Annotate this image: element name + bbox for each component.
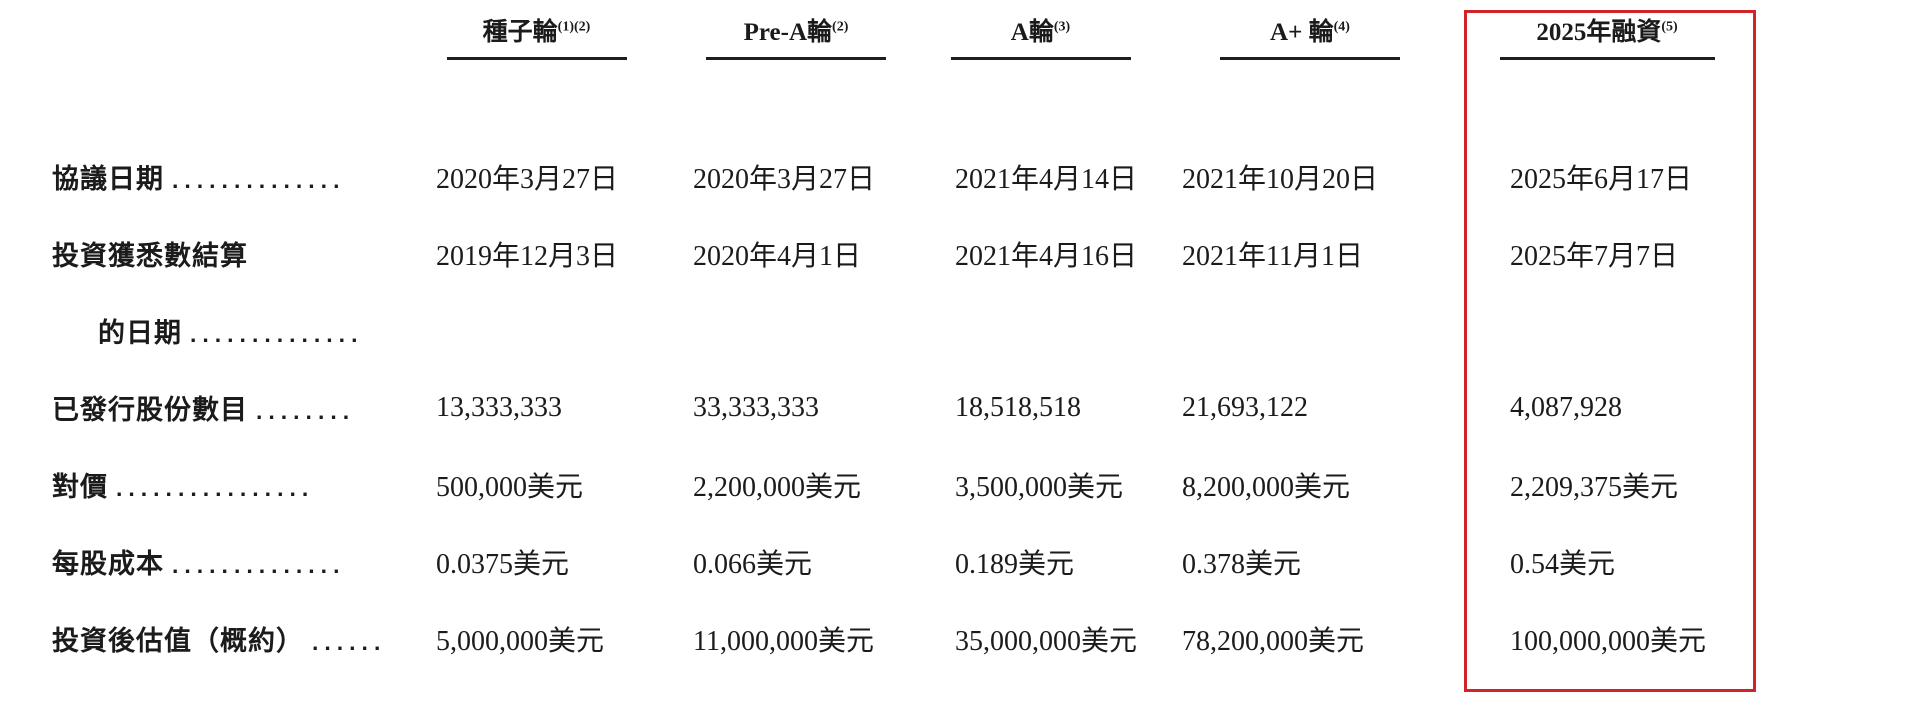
footnote-superscript: (3) xyxy=(1053,19,1071,35)
table-cell: 2025年6月17日 xyxy=(1510,163,1693,195)
column-header-label: A+ 輪 xyxy=(1270,19,1334,46)
table-cell: 5,000,000美元 xyxy=(436,625,605,657)
table-cell: 35,000,000美元 xyxy=(955,625,1138,657)
footnote-superscript: (5) xyxy=(1661,19,1678,35)
row-label: 的日期.............. xyxy=(98,318,364,348)
table-cell: 0.54美元 xyxy=(1510,548,1616,580)
table-row-shares-issued: 已發行股份數目........ 13,333,333 33,333,333 18… xyxy=(52,369,1919,446)
table-cell: 13,333,333 xyxy=(436,391,562,423)
header-spacer xyxy=(52,78,1919,138)
table-cell: 0.066美元 xyxy=(693,548,813,580)
footnote-superscript: (4) xyxy=(1333,19,1350,35)
table-cell: 2025年7月7日 xyxy=(1510,240,1679,272)
table-row-agreement-date: 協議日期.............. 2020年3月27日 2020年3月27日… xyxy=(52,138,1919,215)
table-cell: 2,209,375美元 xyxy=(1510,471,1679,503)
table-row-settlement-date: 投資獲悉數結算 2019年12月3日 2020年4月1日 2021年4月16日 … xyxy=(52,215,1919,292)
table-cell: 4,087,928 xyxy=(1510,391,1622,423)
leader-dots: ................ xyxy=(116,475,315,501)
table-row-cost-per-share: 每股成本.............. 0.0375美元 0.066美元 0.18… xyxy=(52,523,1919,600)
table-cell: 100,000,000美元 xyxy=(1510,625,1707,657)
table-row-settlement-date-continuation: 的日期.............. xyxy=(52,292,1919,369)
leader-dots: .............. xyxy=(172,167,346,193)
header-underline xyxy=(446,57,627,60)
leader-dots: ...... xyxy=(312,629,387,655)
table-cell: 0.0375美元 xyxy=(436,548,570,580)
table-header-row: 種子輪(1)(2) Pre-A輪(2) A輪(3) A+ 輪(4) 2025年融… xyxy=(52,0,1919,78)
table-cell: 18,518,518 xyxy=(955,391,1081,423)
table-row-consideration: 對價................ 500,000美元 2,200,000美元… xyxy=(52,446,1919,523)
table-cell: 33,333,333 xyxy=(693,391,819,423)
header-underline xyxy=(706,57,886,60)
column-header-a-plus-round: A+ 輪(4) xyxy=(1160,12,1460,60)
row-label: 每股成本.............. xyxy=(52,549,346,579)
table-cell: 2021年4月16日 xyxy=(955,240,1138,272)
table-cell: 2020年4月1日 xyxy=(693,240,862,272)
leader-dots: ........ xyxy=(256,398,356,424)
row-label: 已發行股份數目........ xyxy=(52,395,356,425)
table-cell: 2,200,000美元 xyxy=(693,471,862,503)
header-underline xyxy=(1220,57,1400,60)
table-cell: 2020年3月27日 xyxy=(693,163,876,195)
leader-dots: .............. xyxy=(172,552,346,578)
table-cell: 0.378美元 xyxy=(1182,548,1302,580)
column-header-label: 種子輪 xyxy=(482,19,558,46)
table-cell: 2020年3月27日 xyxy=(436,163,619,195)
column-header-seed-round: 種子輪(1)(2) xyxy=(414,12,659,60)
column-header-pre-a-round: Pre-A輪(2) xyxy=(671,12,921,60)
table-row-post-money-valuation: 投資後估值（概約）...... 5,000,000美元 11,000,000美元… xyxy=(52,600,1919,677)
leader-dots: .............. xyxy=(190,321,364,347)
row-label: 對價................ xyxy=(52,472,315,502)
table-cell: 3,500,000美元 xyxy=(955,471,1124,503)
header-underline xyxy=(1499,57,1715,60)
table-cell: 2019年12月3日 xyxy=(436,240,619,272)
column-header-label: 2025年融資 xyxy=(1536,19,1662,46)
table-cell: 11,000,000美元 xyxy=(693,625,874,657)
footnote-superscript: (2) xyxy=(832,19,849,35)
table-cell: 8,200,000美元 xyxy=(1182,471,1351,503)
row-label: 協議日期.............. xyxy=(52,164,346,194)
table-cell: 2021年10月20日 xyxy=(1182,163,1379,195)
table-cell: 21,693,122 xyxy=(1182,391,1308,423)
footnote-superscript: (1)(2) xyxy=(557,19,591,35)
row-label: 投資後估值（概約）...... xyxy=(52,626,387,656)
row-label: 投資獲悉數結算 xyxy=(52,241,248,271)
table-cell: 0.189美元 xyxy=(955,548,1075,580)
column-header-a-round: A輪(3) xyxy=(933,12,1148,60)
column-header-label: Pre-A輪 xyxy=(743,19,833,46)
table-cell: 500,000美元 xyxy=(436,471,584,503)
table-cell: 2021年4月14日 xyxy=(955,163,1138,195)
table-cell: 78,200,000美元 xyxy=(1182,625,1365,657)
header-underline xyxy=(950,57,1131,60)
table-cell: 2021年11月1日 xyxy=(1182,240,1363,272)
column-header-label: A輪 xyxy=(1010,19,1054,46)
column-header-2025-financing: 2025年融資(5) xyxy=(1472,12,1742,60)
